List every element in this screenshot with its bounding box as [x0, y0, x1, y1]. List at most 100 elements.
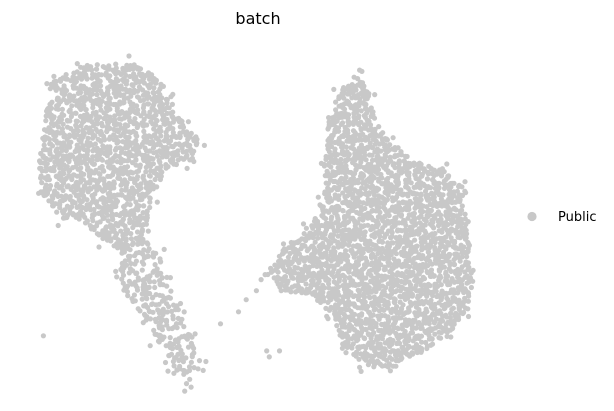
scatter-point — [357, 96, 363, 102]
scatter-point — [167, 275, 173, 281]
scatter-point — [358, 119, 364, 125]
scatter-point — [342, 278, 348, 284]
scatter-point — [130, 195, 136, 201]
scatter-point — [55, 124, 62, 130]
scatter-point — [370, 339, 376, 345]
scatter-point — [375, 359, 381, 365]
scatter-point — [63, 164, 69, 170]
scatter-point — [348, 290, 354, 296]
scatter-point — [342, 241, 348, 247]
scatter-point — [46, 125, 52, 131]
scatter-point — [423, 230, 429, 236]
scatter-point — [368, 214, 375, 220]
scatter-point — [389, 291, 395, 297]
scatter-point — [76, 146, 83, 152]
scatter-point — [340, 341, 346, 347]
scatter-point — [358, 318, 364, 324]
scatter-point — [288, 261, 294, 267]
scatter-point — [138, 181, 144, 187]
scatter-point — [344, 258, 351, 264]
scatter-point — [418, 213, 424, 219]
scatter-point — [124, 169, 130, 175]
scatter-point — [280, 278, 286, 284]
scatter-point — [157, 166, 163, 173]
scatter-point — [114, 168, 120, 174]
scatter-point — [419, 339, 425, 345]
scatter-point — [340, 272, 346, 278]
scatter-point — [368, 126, 374, 132]
scatter-point — [377, 141, 383, 147]
scatter-point — [175, 351, 181, 357]
scatter-point — [465, 260, 471, 266]
scatter-point — [136, 95, 142, 101]
scatter-point — [343, 144, 349, 150]
scatter-point — [285, 278, 291, 284]
scatter-point — [332, 249, 338, 255]
scatter-point — [149, 72, 155, 78]
scatter-point — [464, 254, 470, 260]
scatter-point — [323, 250, 329, 256]
scatter-point — [419, 173, 425, 179]
scatter-point — [175, 152, 181, 158]
scatter-point — [392, 215, 398, 221]
scatter-point — [278, 288, 284, 294]
scatter-point — [134, 285, 140, 291]
scatter-point — [189, 352, 195, 358]
scatter-point — [465, 219, 471, 225]
scatter-point — [177, 366, 183, 372]
scatter-point — [128, 152, 134, 158]
scatter-point — [365, 210, 371, 216]
scatter-point — [441, 264, 447, 270]
scatter-point — [372, 348, 378, 354]
scatter-point — [53, 87, 59, 93]
scatter-point — [126, 129, 132, 135]
scatter-point — [77, 71, 83, 77]
scatter-point — [73, 122, 79, 128]
scatter-point — [113, 122, 119, 128]
scatter-point — [345, 343, 351, 349]
scatter-point — [162, 359, 169, 366]
legend-marker-public — [527, 211, 537, 222]
scatter-point — [333, 107, 339, 113]
scatter-point — [114, 159, 120, 165]
scatter-point — [412, 261, 418, 267]
scatter-point — [127, 247, 133, 253]
scatter-point — [146, 85, 152, 91]
scatter-point — [338, 258, 344, 264]
scatter-point — [432, 331, 438, 337]
scatter-point — [470, 267, 476, 273]
scatter-point — [141, 247, 147, 253]
scatter-point — [153, 80, 159, 86]
scatter-point — [461, 309, 467, 316]
scatter-point — [427, 212, 433, 218]
scatter-point — [152, 108, 158, 114]
scatter-point — [392, 300, 398, 306]
scatter-point — [140, 97, 147, 103]
scatter-point — [145, 101, 151, 107]
scatter-point — [335, 125, 342, 131]
scatter-point — [158, 259, 164, 265]
scatter-point — [107, 125, 113, 131]
scatter-point — [85, 66, 91, 72]
scatter-point — [217, 321, 224, 327]
scatter-point — [73, 78, 79, 85]
scatter-point — [435, 251, 441, 257]
scatter-point — [447, 281, 453, 287]
scatter-point — [403, 183, 409, 189]
scatter-point — [253, 288, 259, 294]
scatter-point — [378, 250, 384, 256]
scatter-point — [70, 153, 76, 159]
scatter-point — [381, 353, 387, 359]
scatter-point — [411, 162, 417, 168]
scatter-point — [315, 281, 321, 287]
scatter-point — [339, 345, 345, 351]
scatter-point — [408, 330, 414, 336]
legend-label-public: Public — [558, 210, 596, 225]
scatter-point — [459, 207, 465, 213]
scatter-point — [159, 275, 165, 281]
scatter-point — [55, 222, 61, 229]
scatter-point — [150, 156, 156, 162]
scatter-point — [334, 228, 340, 234]
scatter-point — [451, 261, 457, 267]
scatter-point — [183, 381, 190, 387]
